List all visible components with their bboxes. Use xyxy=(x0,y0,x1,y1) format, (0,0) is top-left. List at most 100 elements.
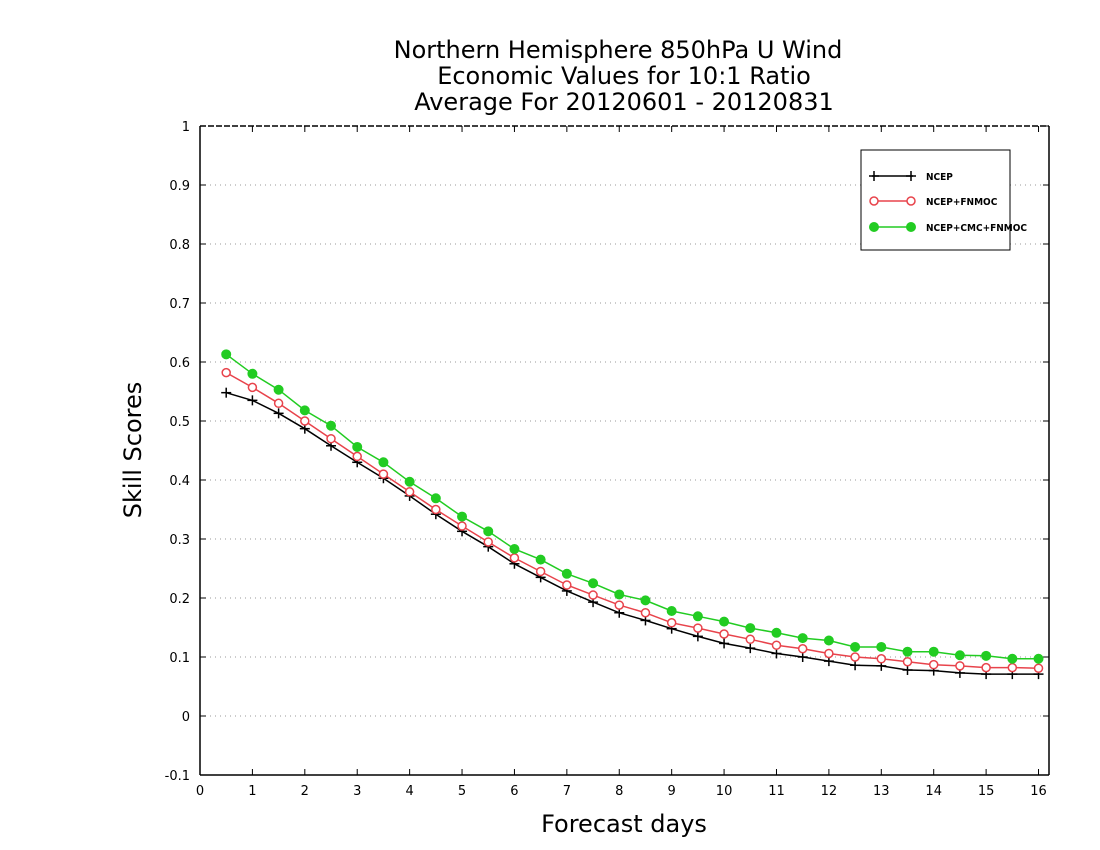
x-tick-label: 16 xyxy=(1030,784,1047,799)
y-tick-label: 1 xyxy=(182,120,190,135)
data-point xyxy=(326,420,337,431)
data-point xyxy=(300,416,310,426)
data-point xyxy=(719,629,729,639)
data-point xyxy=(562,580,572,590)
x-tick-label: 8 xyxy=(615,784,623,799)
data-point xyxy=(666,605,677,616)
legend-marker xyxy=(869,171,879,181)
data-point xyxy=(378,469,389,479)
data-point xyxy=(614,600,625,610)
data-point xyxy=(483,537,493,547)
data-point xyxy=(850,652,860,662)
data-point xyxy=(221,367,231,378)
data-point xyxy=(902,646,913,657)
x-tick-label: 4 xyxy=(405,784,413,799)
data-point xyxy=(666,618,677,628)
y-tick-label: 0 xyxy=(182,710,190,725)
legend-label: NCEP+FNMOC xyxy=(926,197,998,208)
y-tick-label: 0.2 xyxy=(169,592,190,607)
series-1 xyxy=(221,367,1044,673)
data-point xyxy=(692,611,703,622)
data-point xyxy=(824,648,834,659)
data-point xyxy=(1007,662,1018,673)
data-point xyxy=(457,511,468,522)
data-point xyxy=(326,433,336,444)
data-point xyxy=(771,648,782,659)
y-axis-label: Skill Scores xyxy=(119,382,147,519)
y-tick-label: 0.4 xyxy=(169,474,190,489)
x-tick-label: 13 xyxy=(873,784,890,799)
data-point xyxy=(221,349,232,360)
data-point xyxy=(745,623,756,634)
x-tick-label: 15 xyxy=(978,784,995,799)
legend-marker xyxy=(906,171,916,181)
data-point xyxy=(1033,663,1044,673)
y-tick-label: 0.8 xyxy=(169,238,190,253)
x-tick-label: 9 xyxy=(668,784,676,799)
title-line-1: Northern Hemisphere 850hPa U Wind xyxy=(394,36,843,64)
legend: NCEP NCEP+FNMOC NCEP+CMC+FNMOC xyxy=(860,149,1027,251)
data-point xyxy=(352,441,363,452)
data-point xyxy=(954,650,965,661)
data-point xyxy=(431,504,441,515)
legend-label: NCEP+CMC+FNMOC xyxy=(926,223,1027,234)
data-point xyxy=(273,398,284,409)
x-tick-label: 2 xyxy=(301,784,309,799)
x-tick-label: 10 xyxy=(716,784,733,799)
data-point xyxy=(640,595,651,606)
series-0 xyxy=(221,387,1044,680)
data-point xyxy=(1033,653,1044,664)
axes xyxy=(199,125,1050,776)
x-tick-label: 1 xyxy=(248,784,256,799)
data-point xyxy=(928,646,939,657)
data-point xyxy=(693,623,703,633)
data-point xyxy=(876,654,887,664)
data-point xyxy=(745,643,756,654)
data-point xyxy=(352,451,362,462)
y-tick-label: -0.1 xyxy=(165,769,190,784)
legend-marker xyxy=(906,222,916,232)
x-tick-label: 6 xyxy=(510,784,518,799)
legend-marker xyxy=(869,222,879,232)
y-tick-label: 0.1 xyxy=(169,651,190,666)
data-point xyxy=(692,631,703,642)
data-point xyxy=(902,656,913,667)
legend-entry-1: NCEP+FNMOC xyxy=(869,196,998,208)
chart-title: Northern Hemisphere 850hPa U Wind Econom… xyxy=(394,36,843,116)
title-line-3: Average For 20120601 - 20120831 xyxy=(414,88,834,116)
data-point xyxy=(273,384,284,395)
y-axis-ticks: -0.1 0 0.1 0.2 0.3 0.4 0.5 0.6 0.7 0.8 0.9 1 xyxy=(165,120,1049,784)
data-point xyxy=(247,382,258,393)
y-tick-label: 0.9 xyxy=(169,179,190,194)
x-axis-label: Forecast days xyxy=(541,810,707,838)
y-tick-label: 0.5 xyxy=(169,415,190,430)
series-line xyxy=(225,371,1039,669)
x-tick-label: 0 xyxy=(196,784,204,799)
data-point xyxy=(509,544,520,555)
series-line xyxy=(225,391,1039,675)
legend-box xyxy=(860,149,1011,251)
x-tick-label: 7 xyxy=(563,784,571,799)
data-point xyxy=(797,633,808,644)
data-point xyxy=(535,566,546,577)
data-point xyxy=(457,521,467,531)
series-group xyxy=(221,349,1044,680)
data-point xyxy=(719,638,730,649)
y-tick-label: 0.7 xyxy=(169,297,190,312)
data-point xyxy=(850,641,861,652)
series-line xyxy=(225,353,1039,660)
data-point xyxy=(247,368,258,379)
data-point xyxy=(771,627,782,638)
data-point xyxy=(588,590,598,600)
data-point xyxy=(1007,653,1018,664)
x-tick-label: 3 xyxy=(353,784,361,799)
data-point xyxy=(378,457,389,468)
data-point xyxy=(509,553,520,563)
data-point xyxy=(902,664,913,675)
data-point xyxy=(614,589,625,600)
data-point xyxy=(404,476,415,487)
data-point xyxy=(273,408,284,419)
data-point xyxy=(981,650,992,661)
x-tick-label: 11 xyxy=(768,784,785,799)
